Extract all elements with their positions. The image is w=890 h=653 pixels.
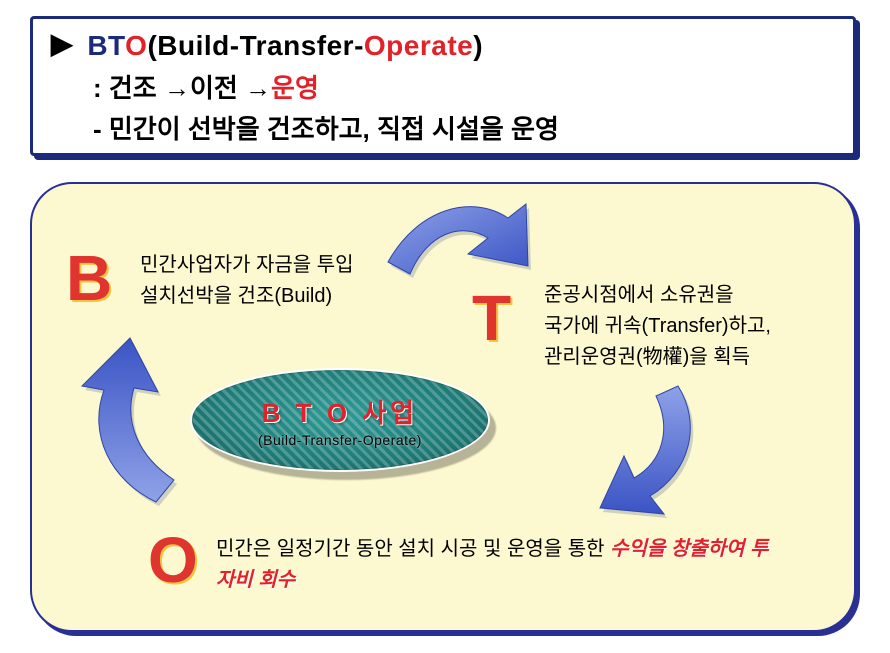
title-abbrev-red: O [125,30,147,61]
title-line-1: ▶ BTO(Build-Transfer-Operate) [51,29,835,62]
title-expansion-red: Operate [364,30,473,61]
text-block-b: 민간사업자가 자금을 투입 설치선박을 건조(Build) [140,250,480,312]
title-paren-close: ) [473,30,483,61]
title-expansion-black: Build-Transfer- [157,30,364,61]
title-box: ▶ BTO(Build-Transfer-Operate) : 건조 →이전 →… [30,16,856,156]
text-block-o: 민간은 일정기간 동안 설치 시공 및 운영을 통한 수익을 창출하여 투자비 … [216,534,776,596]
text-t-line1: 준공시점에서 소유권을 [544,280,844,311]
title-paren-open: ( [147,30,157,61]
bullet-icon: ▶ [51,27,73,60]
arrow-left-icon [70,330,190,510]
big-letter-o-front: O [148,524,198,596]
big-letter-b-front: B [66,242,112,314]
text-b-line2: 설치선박을 건조(Build) [140,281,480,312]
canvas: ▶ BTO(Build-Transfer-Operate) : 건조 →이전 →… [0,0,890,653]
center-ellipse-title: B T O 사업 [262,393,418,430]
arrow-right-icon [560,378,710,528]
text-t-line3: 관리운영권(物權)을 획득 [544,342,844,373]
text-t-line2: 국가에 귀속(Transfer)하고, [544,311,844,342]
big-letter-o: O O [148,528,198,592]
text-o-plain: 민간은 일정기간 동안 설치 시공 및 운영을 통한 [216,538,610,560]
text-block-t: 준공시점에서 소유권을 국가에 귀속(Transfer)하고, 관리운영권(物權… [544,280,844,373]
big-letter-b: B B [66,246,112,310]
title-line2-red: 운영 [271,73,319,103]
title-line-3: - 민간이 선박을 건조하고, 직접 시설을 운영 [51,109,835,146]
title-line2-black: 건조 →이전 → [109,73,271,103]
title-abbrev-blue: BT [87,30,125,61]
title-line2-prefix: : [93,73,109,103]
text-b-line1: 민간사업자가 자금을 투입 [140,250,480,281]
title-line-2: : 건조 →이전 →운영 [51,68,835,105]
center-ellipse-subtitle: (Build-Transfer-Operate) [258,432,422,448]
center-ellipse: B T O 사업 (Build-Transfer-Operate) [190,368,490,472]
